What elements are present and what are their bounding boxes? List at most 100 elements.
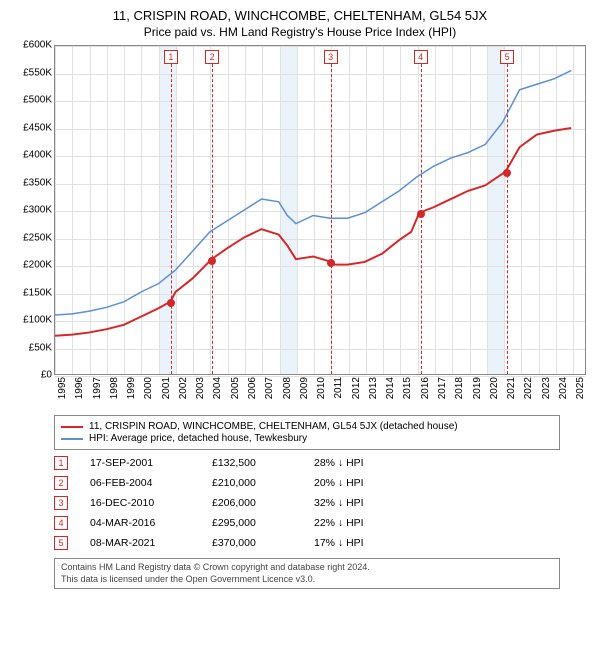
y-tick-label: £500K: [23, 95, 52, 106]
event-pct: 22% ↓ HPI: [314, 517, 364, 529]
y-tick-label: £600K: [23, 40, 52, 51]
marker-box: 4: [414, 50, 428, 64]
plot-area: 1 2 3 4 5: [54, 45, 586, 375]
chart: £0 £50K £100K £150K £200K £250K £300K £350K £400…: [10, 45, 590, 405]
sale-dot: [167, 299, 175, 307]
x-tick-label: 2022: [523, 377, 534, 399]
event-pct: 28% ↓ HPI: [314, 457, 364, 469]
y-tick-label: £200K: [23, 260, 52, 271]
x-tick-label: 2001: [161, 377, 172, 399]
marker-box: 5: [500, 50, 514, 64]
event-pct: 17% ↓ HPI: [314, 537, 364, 549]
footnote-line: This data is licensed under the Open Gov…: [61, 574, 553, 586]
sale-dot: [503, 169, 511, 177]
legend-swatch: [61, 426, 83, 428]
y-tick-label: £100K: [23, 315, 52, 326]
sale-dot: [327, 259, 335, 267]
event-date: 06-FEB-2004: [90, 477, 190, 489]
y-tick-label: £450K: [23, 122, 52, 133]
event-pct: 32% ↓ HPI: [314, 497, 364, 509]
x-tick-label: 2019: [472, 377, 483, 399]
x-tick-label: 1998: [109, 377, 120, 399]
sale-dot: [208, 257, 216, 265]
x-tick-label: 2000: [143, 377, 154, 399]
x-tick-label: 1996: [74, 377, 85, 399]
x-tick-label: 2006: [247, 377, 258, 399]
x-tick-label: 2024: [558, 377, 569, 399]
y-axis-labels: £0£50K£100K£150K£200K£250K£300K£350K£400…: [10, 45, 54, 375]
event-row: 2 06-FEB-2004 £210,000 20% ↓ HPI: [54, 476, 560, 490]
x-tick-label: 1997: [92, 377, 103, 399]
chart-title: 11, CRISPIN ROAD, WINCHCOMBE, CHELTENHAM…: [10, 8, 590, 23]
legend-label: 11, CRISPIN ROAD, WINCHCOMBE, CHELTENHAM…: [89, 421, 458, 432]
x-tick-label: 2008: [282, 377, 293, 399]
y-tick-label: £300K: [23, 205, 52, 216]
x-tick-label: 2016: [420, 377, 431, 399]
x-tick-label: 2005: [230, 377, 241, 399]
y-tick-label: £150K: [23, 287, 52, 298]
footnote: Contains HM Land Registry data © Crown c…: [54, 558, 560, 589]
x-tick-label: 2011: [333, 377, 344, 399]
sale-dot: [417, 210, 425, 218]
y-tick-label: £0: [41, 370, 52, 381]
x-tick-label: 2010: [316, 377, 327, 399]
event-price: £132,500: [212, 457, 292, 469]
y-tick-label: £50K: [29, 342, 52, 353]
event-row: 1 17-SEP-2001 £132,500 28% ↓ HPI: [54, 456, 560, 470]
legend-swatch: [61, 438, 83, 440]
event-marker: 1: [54, 456, 68, 470]
event-row: 5 08-MAR-2021 £370,000 17% ↓ HPI: [54, 536, 560, 550]
x-tick-label: 1999: [126, 377, 137, 399]
y-tick-label: £250K: [23, 232, 52, 243]
event-date: 16-DEC-2010: [90, 497, 190, 509]
event-marker: 4: [54, 516, 68, 530]
event-price: £206,000: [212, 497, 292, 509]
legend-label: HPI: Average price, detached house, Tewk…: [89, 433, 307, 444]
y-tick-label: £350K: [23, 177, 52, 188]
x-tick-label: 2017: [437, 377, 448, 399]
events-table: 1 17-SEP-2001 £132,500 28% ↓ HPI 2 06-FEB-200…: [54, 456, 560, 550]
x-tick-label: 2020: [489, 377, 500, 399]
event-marker: 5: [54, 536, 68, 550]
series-line: [55, 71, 571, 315]
footnote-line: Contains HM Land Registry data © Crown c…: [61, 562, 553, 574]
event-price: £295,000: [212, 517, 292, 529]
chart-subtitle: Price paid vs. HM Land Registry's House …: [10, 25, 590, 39]
marker-box: 2: [205, 50, 219, 64]
legend-item: 11, CRISPIN ROAD, WINCHCOMBE, CHELTENHAM…: [61, 421, 553, 432]
x-axis-labels: 1995 1996 1997 1998 1999 2000 2001 2002 2003 2004…: [54, 377, 586, 405]
marker-box: 3: [324, 50, 338, 64]
page-container: 11, CRISPIN ROAD, WINCHCOMBE, CHELTENHAM…: [0, 0, 600, 601]
marker-box: 1: [164, 50, 178, 64]
y-tick-label: £550K: [23, 67, 52, 78]
event-price: £210,000: [212, 477, 292, 489]
event-row: 3 16-DEC-2010 £206,000 32% ↓ HPI: [54, 496, 560, 510]
x-tick-label: 2023: [541, 377, 552, 399]
event-date: 17-SEP-2001: [90, 457, 190, 469]
event-marker: 2: [54, 476, 68, 490]
event-date: 04-MAR-2016: [90, 517, 190, 529]
event-price: £370,000: [212, 537, 292, 549]
y-tick-label: £400K: [23, 150, 52, 161]
x-tick-label: 2013: [368, 377, 379, 399]
x-tick-label: 1995: [57, 377, 68, 399]
x-tick-label: 2015: [402, 377, 413, 399]
legend-item: HPI: Average price, detached house, Tewk…: [61, 433, 553, 444]
event-date: 08-MAR-2021: [90, 537, 190, 549]
event-row: 4 04-MAR-2016 £295,000 22% ↓ HPI: [54, 516, 560, 530]
x-tick-label: 2007: [264, 377, 275, 399]
chart-lines: [55, 46, 585, 374]
event-marker: 3: [54, 496, 68, 510]
x-tick-label: 2021: [506, 377, 517, 399]
x-tick-label: 2014: [385, 377, 396, 399]
x-tick-label: 2009: [299, 377, 310, 399]
series-line: [55, 128, 571, 336]
x-tick-label: 2002: [178, 377, 189, 399]
x-tick-label: 2012: [351, 377, 362, 399]
x-tick-label: 2003: [195, 377, 206, 399]
x-tick-label: 2004: [212, 377, 223, 399]
x-tick-label: 2018: [454, 377, 465, 399]
x-tick-label: 2025: [575, 377, 586, 399]
legend: 11, CRISPIN ROAD, WINCHCOMBE, CHELTENHAM…: [54, 415, 560, 450]
event-pct: 20% ↓ HPI: [314, 477, 364, 489]
